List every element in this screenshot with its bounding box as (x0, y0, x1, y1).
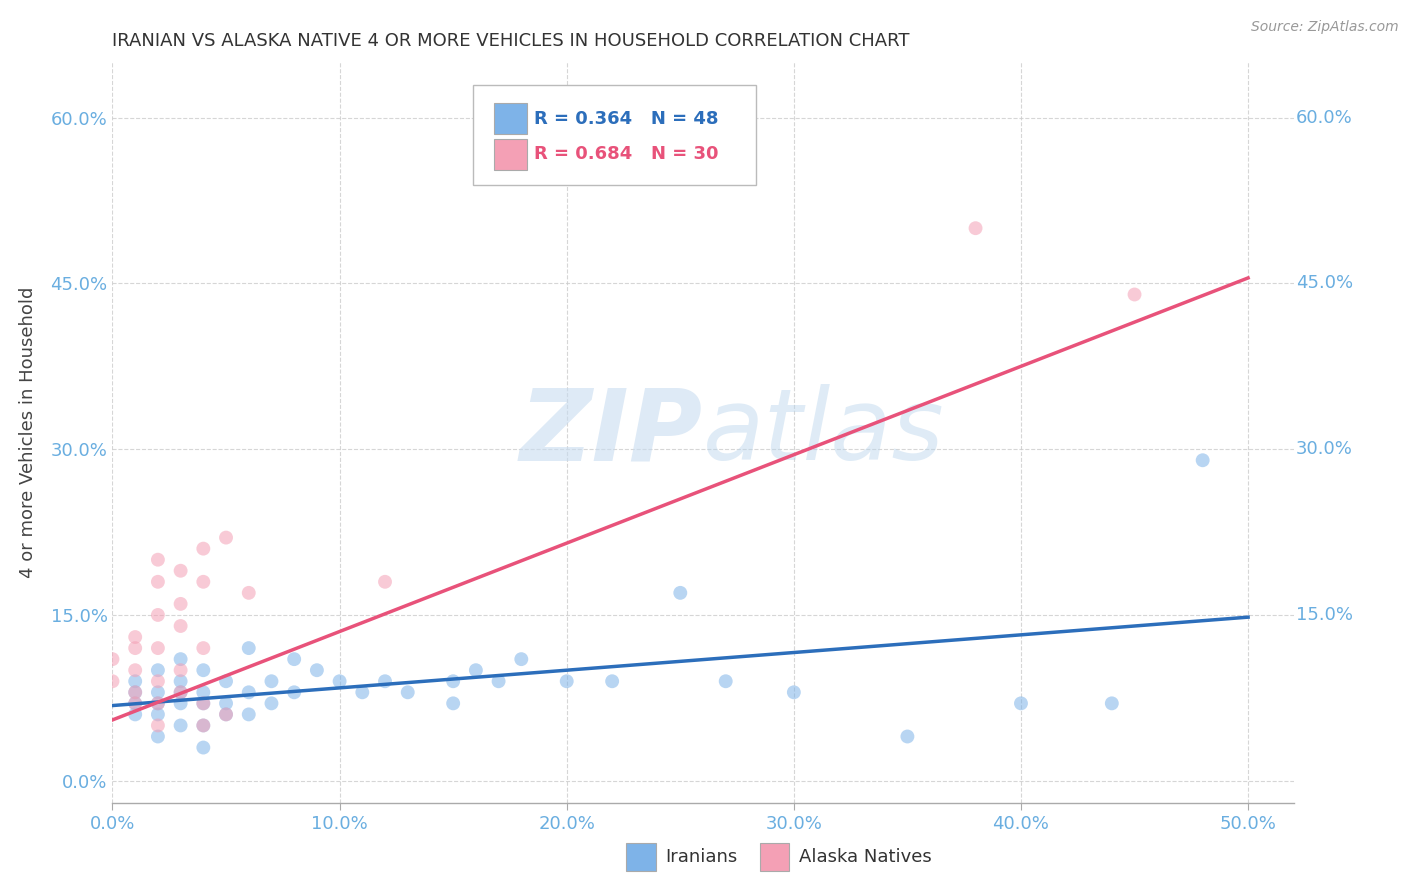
Point (193, 574, 215, 589)
Text: atlas: atlas (703, 384, 945, 481)
Point (283, 685, 305, 699)
Text: 30.0%: 30.0% (1296, 440, 1353, 458)
Point (193, 697, 215, 711)
Point (124, 630, 146, 644)
Point (169, 697, 191, 711)
Text: R = 0.364   N = 48: R = 0.364 N = 48 (534, 110, 718, 128)
Point (169, 718, 191, 732)
Point (669, 586, 692, 600)
Point (124, 663, 146, 677)
Point (169, 685, 191, 699)
Point (555, 674, 578, 689)
Point (146, 685, 169, 699)
Point (169, 685, 191, 699)
Point (169, 597, 191, 611)
Point (146, 663, 169, 677)
Point (260, 697, 283, 711)
Point (146, 607, 169, 622)
Text: 60.0%: 60.0% (1296, 109, 1353, 127)
Point (193, 685, 215, 699)
Point (441, 674, 464, 689)
Point (169, 663, 191, 677)
Point (193, 663, 215, 677)
Point (101, 652, 124, 666)
Point (146, 641, 169, 656)
Point (146, 730, 169, 744)
Point (215, 707, 238, 722)
Point (193, 718, 215, 732)
Point (169, 674, 191, 689)
Point (510, 652, 533, 666)
Text: 45.0%: 45.0% (1296, 275, 1353, 293)
Point (283, 652, 305, 666)
Point (488, 674, 510, 689)
FancyBboxPatch shape (626, 843, 655, 871)
Text: Iranians: Iranians (665, 848, 738, 866)
Point (124, 697, 146, 711)
Point (600, 674, 623, 689)
Point (238, 641, 260, 656)
Point (464, 663, 486, 677)
Point (215, 707, 238, 722)
Text: Alaska Natives: Alaska Natives (799, 848, 931, 866)
Point (124, 697, 146, 711)
Point (169, 564, 191, 578)
Text: ZIP: ZIP (520, 384, 703, 481)
Point (124, 641, 146, 656)
Point (329, 674, 352, 689)
Point (146, 574, 169, 589)
Point (124, 685, 146, 699)
Point (965, 221, 987, 235)
Point (215, 697, 238, 711)
Y-axis label: 4 or more Vehicles in Household: 4 or more Vehicles in Household (18, 287, 37, 578)
FancyBboxPatch shape (494, 103, 527, 135)
Point (169, 619, 191, 633)
Point (124, 685, 146, 699)
Point (146, 697, 169, 711)
Point (352, 685, 374, 699)
Point (124, 707, 146, 722)
Point (193, 740, 215, 755)
Point (146, 697, 169, 711)
Point (896, 730, 918, 744)
Point (146, 552, 169, 566)
Point (193, 641, 215, 656)
Point (374, 574, 396, 589)
Point (1123, 287, 1146, 301)
Point (441, 697, 464, 711)
Text: 15.0%: 15.0% (1296, 606, 1353, 624)
Point (374, 674, 396, 689)
Point (1191, 453, 1213, 467)
Point (146, 718, 169, 732)
Point (305, 663, 328, 677)
Point (193, 541, 215, 556)
Point (238, 707, 260, 722)
Text: IRANIAN VS ALASKA NATIVE 4 OR MORE VEHICLES IN HOUSEHOLD CORRELATION CHART: IRANIAN VS ALASKA NATIVE 4 OR MORE VEHIC… (112, 32, 910, 50)
Point (1010, 697, 1032, 711)
Point (396, 685, 419, 699)
Point (146, 674, 169, 689)
Point (146, 707, 169, 722)
Point (215, 674, 238, 689)
Text: R = 0.684   N = 30: R = 0.684 N = 30 (534, 145, 718, 163)
Point (238, 586, 260, 600)
FancyBboxPatch shape (759, 843, 789, 871)
Point (215, 531, 238, 545)
Point (193, 697, 215, 711)
Point (714, 674, 737, 689)
Point (238, 685, 260, 699)
FancyBboxPatch shape (494, 138, 527, 169)
Point (260, 674, 283, 689)
Point (193, 718, 215, 732)
Point (169, 652, 191, 666)
Point (1101, 697, 1123, 711)
Point (783, 685, 806, 699)
FancyBboxPatch shape (472, 85, 756, 185)
Point (101, 674, 124, 689)
Text: Source: ZipAtlas.com: Source: ZipAtlas.com (1251, 20, 1399, 34)
Point (124, 674, 146, 689)
